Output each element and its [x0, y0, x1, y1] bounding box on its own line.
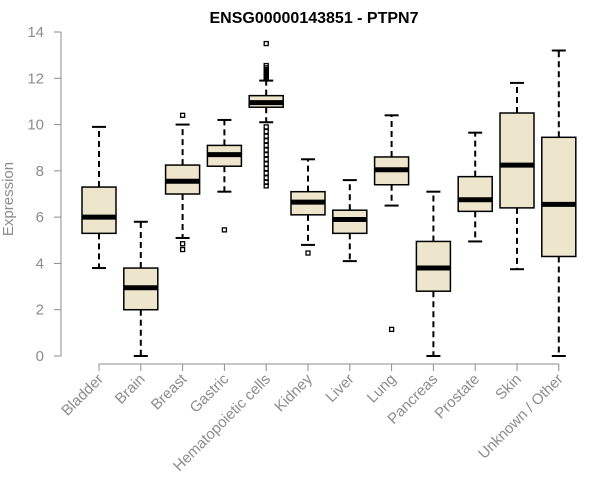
- x-tick-label: Brain: [112, 371, 149, 408]
- outlier-point: [179, 241, 186, 247]
- box-body: [81, 186, 117, 235]
- outlier-point: [263, 165, 269, 172]
- chart-title: ENSG00000143851 - PTPN7: [209, 10, 418, 27]
- y-tick-label: 12: [27, 70, 44, 87]
- box-3: [206, 118, 243, 233]
- box-5: [290, 158, 326, 256]
- y-tick-label: 14: [27, 24, 44, 41]
- box-8: [415, 190, 452, 357]
- outlier-point: [263, 170, 269, 176]
- y-axis-label: Expression: [0, 162, 17, 236]
- outlier-point: [263, 142, 269, 149]
- y-tick-label: 6: [36, 209, 44, 226]
- box-6: [332, 179, 368, 263]
- outlier-point: [263, 183, 269, 189]
- y-tick-label: 8: [36, 163, 44, 180]
- x-tick-label: Kidney: [271, 370, 316, 415]
- outlier-point: [263, 147, 269, 153]
- outlier-point: [263, 138, 269, 144]
- outlier-point: [263, 152, 269, 158]
- box-0: [81, 125, 117, 270]
- box-body: [499, 112, 535, 209]
- box-1: [123, 220, 159, 357]
- outlier-point: [179, 246, 186, 253]
- outlier-point: [263, 175, 269, 181]
- box-body: [541, 136, 577, 258]
- y-axis: 0 2 4 6 8 10 12 14: [27, 24, 62, 365]
- box-10: [499, 81, 535, 271]
- x-tick-label: Lung: [364, 371, 400, 407]
- outlier-point: [388, 326, 395, 333]
- outlier-point: [263, 128, 269, 135]
- outlier-point: [263, 40, 269, 47]
- boxes-layer: [81, 40, 577, 357]
- x-tick-label: Skin: [492, 371, 525, 404]
- box-7: [373, 114, 410, 333]
- box-2: [164, 112, 201, 253]
- box-body: [457, 175, 493, 213]
- outlier-point: [263, 133, 269, 139]
- x-tick-label: Breast: [148, 370, 191, 413]
- outlier-point: [305, 250, 311, 256]
- y-tick-label: 0: [36, 348, 44, 365]
- x-tick-label: Bladder: [58, 371, 107, 420]
- outlier-point: [263, 124, 269, 130]
- box-9: [457, 131, 493, 243]
- outlier-point: [263, 161, 269, 167]
- outlier-point: [221, 227, 228, 233]
- x-tick-label: Liver: [323, 371, 358, 406]
- x-tick-label: Prostate: [431, 371, 483, 423]
- outlier-point: [263, 156, 269, 162]
- box-11: [541, 49, 577, 357]
- box-4: [248, 40, 284, 189]
- outlier-point: [179, 112, 186, 118]
- outlier-point: [263, 75, 269, 81]
- y-tick-label: 4: [36, 255, 44, 272]
- y-tick-label: 2: [36, 302, 44, 319]
- y-tick-label: 10: [27, 117, 44, 134]
